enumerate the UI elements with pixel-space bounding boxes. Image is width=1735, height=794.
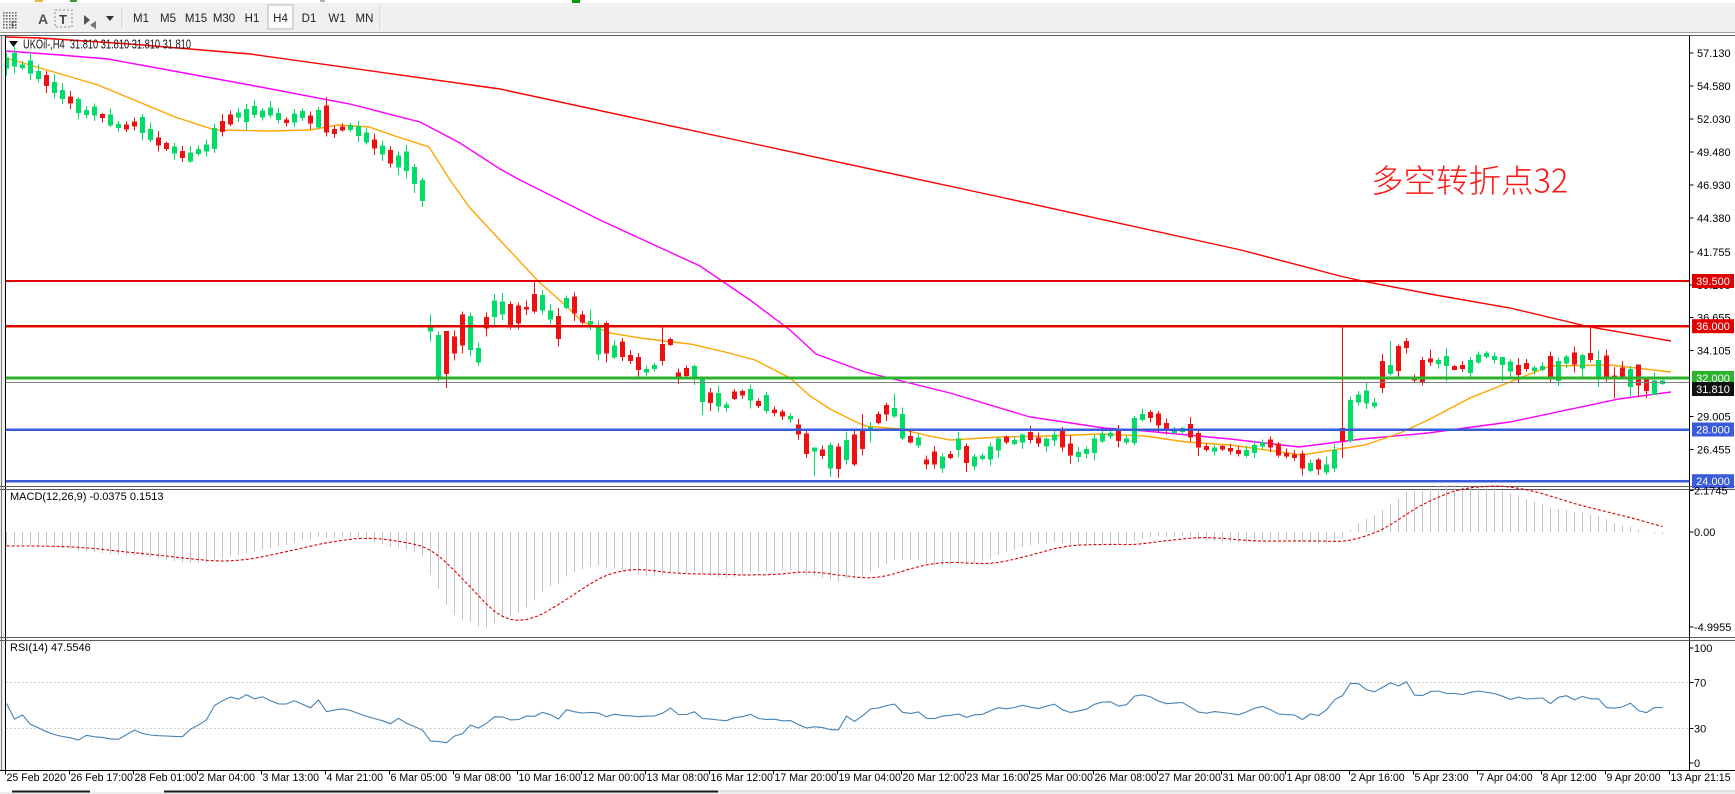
svg-text:26 Feb 17:00: 26 Feb 17:00 (71, 772, 134, 784)
svg-text:3 Mar 13:00: 3 Mar 13:00 (263, 772, 320, 784)
svg-text:W1: W1 (328, 13, 345, 25)
svg-text:2 Mar 04:00: 2 Mar 04:00 (199, 772, 256, 784)
svg-text:0.00: 0.00 (1694, 527, 1715, 539)
svg-text:31 Mar 00:00: 31 Mar 00:00 (1223, 772, 1286, 784)
svg-text:30: 30 (1694, 724, 1706, 736)
svg-text:M5: M5 (160, 13, 176, 25)
svg-text:17 Mar 20:00: 17 Mar 20:00 (775, 772, 838, 784)
svg-text:M1: M1 (133, 13, 149, 25)
svg-text:0: 0 (1694, 758, 1700, 770)
svg-text:49.480: 49.480 (1697, 147, 1731, 159)
svg-text:RSI(14) 47.5546: RSI(14) 47.5546 (10, 642, 91, 654)
svg-text:100: 100 (1694, 643, 1712, 655)
svg-text:T: T (59, 12, 67, 27)
svg-text:36.000: 36.000 (1696, 321, 1730, 333)
svg-text:9 Mar 08:00: 9 Mar 08:00 (455, 772, 512, 784)
svg-text:26 Mar 08:00: 26 Mar 08:00 (1095, 772, 1158, 784)
svg-text:20 Mar 12:00: 20 Mar 12:00 (903, 772, 966, 784)
svg-text:13 Apr 21:15: 13 Apr 21:15 (1671, 772, 1731, 784)
svg-text:9 Apr 20:00: 9 Apr 20:00 (1607, 772, 1661, 784)
svg-text:4 Mar 21:00: 4 Mar 21:00 (327, 772, 384, 784)
svg-text:23 Mar 16:00: 23 Mar 16:00 (967, 772, 1030, 784)
svg-text:1 Apr 08:00: 1 Apr 08:00 (1287, 772, 1341, 784)
svg-text:2 Apr 16:00: 2 Apr 16:00 (1351, 772, 1405, 784)
svg-text:5 Apr 23:00: 5 Apr 23:00 (1415, 772, 1469, 784)
svg-text:MN: MN (356, 13, 374, 25)
svg-text:26.455: 26.455 (1697, 445, 1731, 457)
svg-text:6 Mar 05:00: 6 Mar 05:00 (391, 772, 448, 784)
svg-text:10 Mar 16:00: 10 Mar 16:00 (519, 772, 582, 784)
svg-text:70: 70 (1694, 678, 1706, 690)
svg-text:25 Feb 2020: 25 Feb 2020 (7, 772, 67, 784)
svg-text:28.000: 28.000 (1696, 425, 1730, 437)
svg-text:24.000: 24.000 (1696, 476, 1730, 488)
svg-text:44.380: 44.380 (1697, 213, 1731, 225)
svg-text:F: F (11, 20, 17, 30)
svg-text:52.030: 52.030 (1697, 114, 1731, 126)
svg-text:29.005: 29.005 (1697, 412, 1731, 424)
svg-text:34.105: 34.105 (1697, 346, 1731, 358)
svg-text:H1: H1 (245, 13, 260, 25)
svg-text:MACD(12,26,9) -0.0375 0.1513: MACD(12,26,9) -0.0375 0.1513 (10, 491, 163, 503)
svg-text:H4: H4 (273, 13, 288, 25)
svg-text:41.755: 41.755 (1697, 247, 1731, 259)
svg-text:7 Apr 04:00: 7 Apr 04:00 (1479, 772, 1533, 784)
svg-text:M15: M15 (185, 13, 207, 25)
svg-text:-4.9955: -4.9955 (1694, 622, 1731, 634)
svg-text:16 Mar 12:00: 16 Mar 12:00 (711, 772, 774, 784)
svg-text:54.580: 54.580 (1697, 81, 1731, 93)
svg-text:UKOil-,H4 31.810 31.810 31.81: UKOil-,H4 31.810 31.810 31.810 31.810 (23, 38, 191, 52)
svg-text:M30: M30 (213, 13, 235, 25)
svg-text:19 Mar 04:00: 19 Mar 04:00 (839, 772, 902, 784)
svg-text:A: A (38, 11, 48, 27)
svg-text:32.000: 32.000 (1696, 373, 1730, 385)
svg-text:13 Mar 08:00: 13 Mar 08:00 (647, 772, 710, 784)
svg-text:D1: D1 (302, 13, 317, 25)
svg-text:31.810: 31.810 (1696, 384, 1730, 396)
svg-text:46.930: 46.930 (1697, 180, 1731, 192)
svg-text:2.1745: 2.1745 (1694, 486, 1728, 498)
svg-text:8 Apr 12:00: 8 Apr 12:00 (1543, 772, 1597, 784)
svg-text:39.500: 39.500 (1696, 276, 1730, 288)
svg-text:25 Mar 00:00: 25 Mar 00:00 (1031, 772, 1094, 784)
svg-text:28 Feb 01:00: 28 Feb 01:00 (135, 772, 198, 784)
svg-text:27 Mar 20:00: 27 Mar 20:00 (1159, 772, 1222, 784)
svg-text:57.130: 57.130 (1697, 48, 1731, 60)
svg-text:12 Mar 00:00: 12 Mar 00:00 (583, 772, 646, 784)
